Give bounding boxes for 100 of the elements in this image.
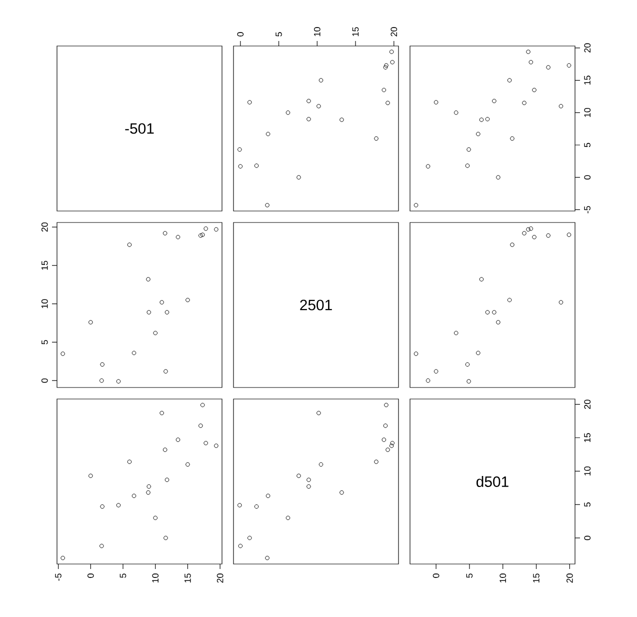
point xyxy=(492,310,496,314)
point xyxy=(204,226,208,231)
point xyxy=(214,227,218,232)
point xyxy=(532,88,536,92)
point xyxy=(146,277,150,282)
y-tick-label: 5 xyxy=(42,340,48,344)
point xyxy=(465,164,470,168)
x-tick-label: 10 xyxy=(500,574,506,582)
x-tick-label: 0 xyxy=(432,574,440,578)
point xyxy=(566,63,572,68)
x-tick-label: 20 xyxy=(566,574,573,583)
point xyxy=(454,330,458,336)
point xyxy=(100,544,104,548)
point xyxy=(186,462,190,467)
point xyxy=(414,352,418,356)
point xyxy=(389,444,394,448)
point xyxy=(479,118,484,122)
point xyxy=(176,234,180,240)
point xyxy=(306,116,311,122)
point xyxy=(237,147,242,152)
point xyxy=(318,462,324,467)
point xyxy=(198,233,203,238)
point xyxy=(316,104,321,108)
point xyxy=(426,378,430,383)
point xyxy=(100,504,104,509)
point xyxy=(100,378,104,383)
point xyxy=(162,231,168,236)
point xyxy=(558,300,564,304)
point xyxy=(132,494,136,498)
y-tick-label: 0 xyxy=(41,378,48,383)
point xyxy=(286,516,290,520)
point xyxy=(390,60,395,64)
point xyxy=(254,164,259,168)
point xyxy=(526,50,530,54)
text: -501 xyxy=(125,123,154,134)
point xyxy=(153,516,158,520)
point xyxy=(465,362,470,367)
point xyxy=(116,379,121,384)
point xyxy=(247,536,252,540)
point xyxy=(566,232,572,237)
point xyxy=(296,175,301,180)
point xyxy=(479,277,484,282)
point xyxy=(286,110,290,115)
point xyxy=(374,136,378,141)
point xyxy=(485,116,490,122)
point xyxy=(200,402,205,408)
point xyxy=(238,544,243,548)
point xyxy=(466,379,471,384)
point xyxy=(146,310,152,314)
point xyxy=(374,460,378,464)
x-tick-label: 10 xyxy=(152,574,159,582)
y-tick-label: -5 xyxy=(584,206,590,214)
y-tick-label: 10 xyxy=(41,299,48,308)
point xyxy=(306,484,311,489)
point xyxy=(132,350,136,356)
y-tick-label: 10 xyxy=(584,466,591,476)
point xyxy=(507,298,512,302)
y-tick-label: 0 xyxy=(584,536,591,540)
x-tick-label: 15 xyxy=(533,574,540,582)
y-tick-label: 15 xyxy=(42,260,48,270)
point xyxy=(522,100,526,106)
point xyxy=(386,448,390,452)
point xyxy=(426,164,430,168)
point xyxy=(532,234,536,240)
point xyxy=(546,233,550,238)
point xyxy=(164,310,170,314)
x-tick-label: 5 xyxy=(276,32,282,36)
point xyxy=(146,484,152,489)
point xyxy=(254,504,259,509)
point xyxy=(265,203,270,208)
point xyxy=(434,100,438,104)
point xyxy=(558,104,564,108)
point xyxy=(116,503,121,508)
point xyxy=(340,490,344,495)
point xyxy=(186,298,190,302)
point xyxy=(485,310,490,314)
point xyxy=(476,132,480,136)
point xyxy=(510,242,514,247)
point xyxy=(176,438,180,442)
point xyxy=(414,203,418,208)
point xyxy=(386,100,390,106)
point xyxy=(384,63,388,68)
point xyxy=(160,300,164,304)
y-tick-label: 5 xyxy=(584,142,590,148)
point xyxy=(88,474,93,478)
x-tick-label: 15 xyxy=(352,27,359,36)
point xyxy=(492,98,496,104)
y-tick-label: 20 xyxy=(41,222,48,232)
x-tick-label: 0 xyxy=(87,574,94,578)
point xyxy=(214,444,218,448)
point xyxy=(162,448,168,452)
point xyxy=(153,330,158,336)
point xyxy=(127,242,132,247)
point xyxy=(546,65,550,70)
point xyxy=(496,320,500,324)
point xyxy=(390,440,395,446)
point xyxy=(316,410,321,416)
y-tick-label: 20 xyxy=(584,400,591,409)
point xyxy=(198,424,203,428)
point xyxy=(454,110,458,115)
